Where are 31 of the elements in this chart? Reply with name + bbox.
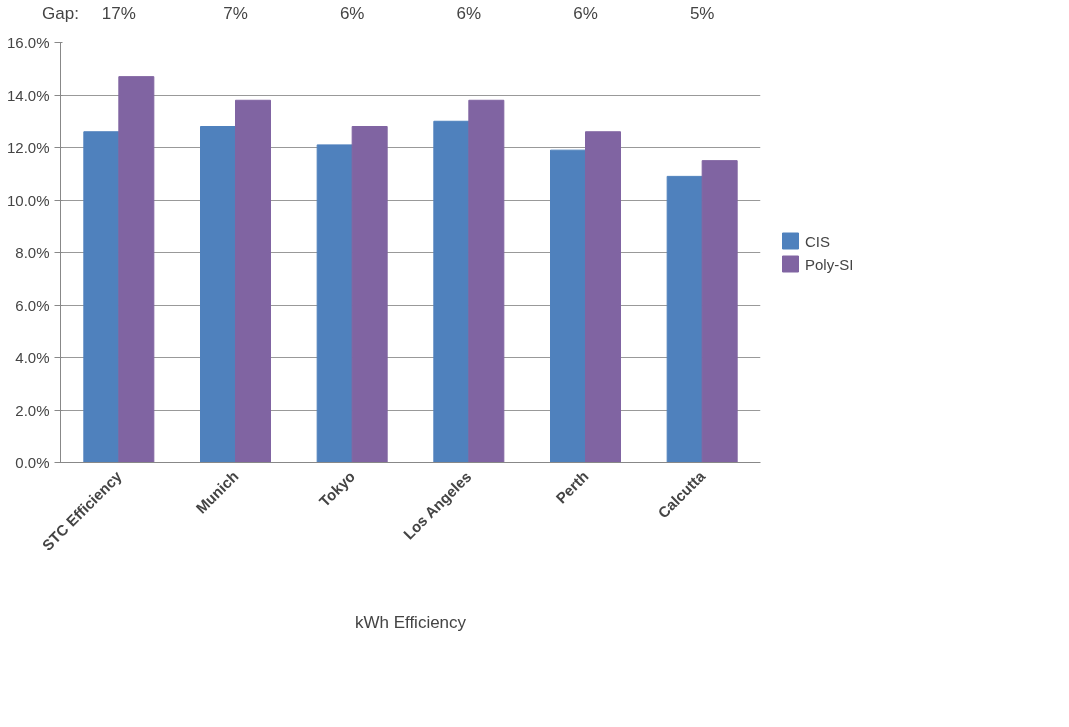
bar <box>351 126 388 463</box>
bar <box>316 144 353 463</box>
bar <box>701 160 738 463</box>
bar <box>200 126 236 463</box>
y-tick-label: 4.0% <box>15 349 50 366</box>
y-tick-label: 12.0% <box>6 139 50 156</box>
text: 6% <box>339 3 365 23</box>
text: 6% <box>573 3 598 23</box>
text: Gap: <box>42 3 79 23</box>
bar <box>433 120 470 463</box>
text: 17% <box>101 3 136 23</box>
y-tick-label: 10.0% <box>6 191 50 209</box>
bar <box>235 99 271 463</box>
bar <box>550 149 586 463</box>
y-tick-label: 0.0% <box>15 454 50 471</box>
bar <box>118 76 155 463</box>
legend-label: Poly-SI <box>805 255 854 272</box>
bar <box>666 175 703 463</box>
bar <box>585 131 621 463</box>
legend-label: CIS <box>805 232 831 249</box>
text: 7% <box>223 3 248 23</box>
y-tick-label: 8.0% <box>15 244 50 261</box>
y-tick-label: 14.0% <box>6 86 50 104</box>
bar <box>83 131 120 463</box>
x-axis-title: kWh Efficiency <box>354 612 467 632</box>
y-tick-label: 2.0% <box>15 401 50 419</box>
y-tick-label: 6.0% <box>15 296 50 314</box>
y-tick-label: 16.0% <box>6 34 50 51</box>
text: 5% <box>689 3 715 23</box>
text: 6% <box>456 3 482 23</box>
bar <box>468 99 505 463</box>
